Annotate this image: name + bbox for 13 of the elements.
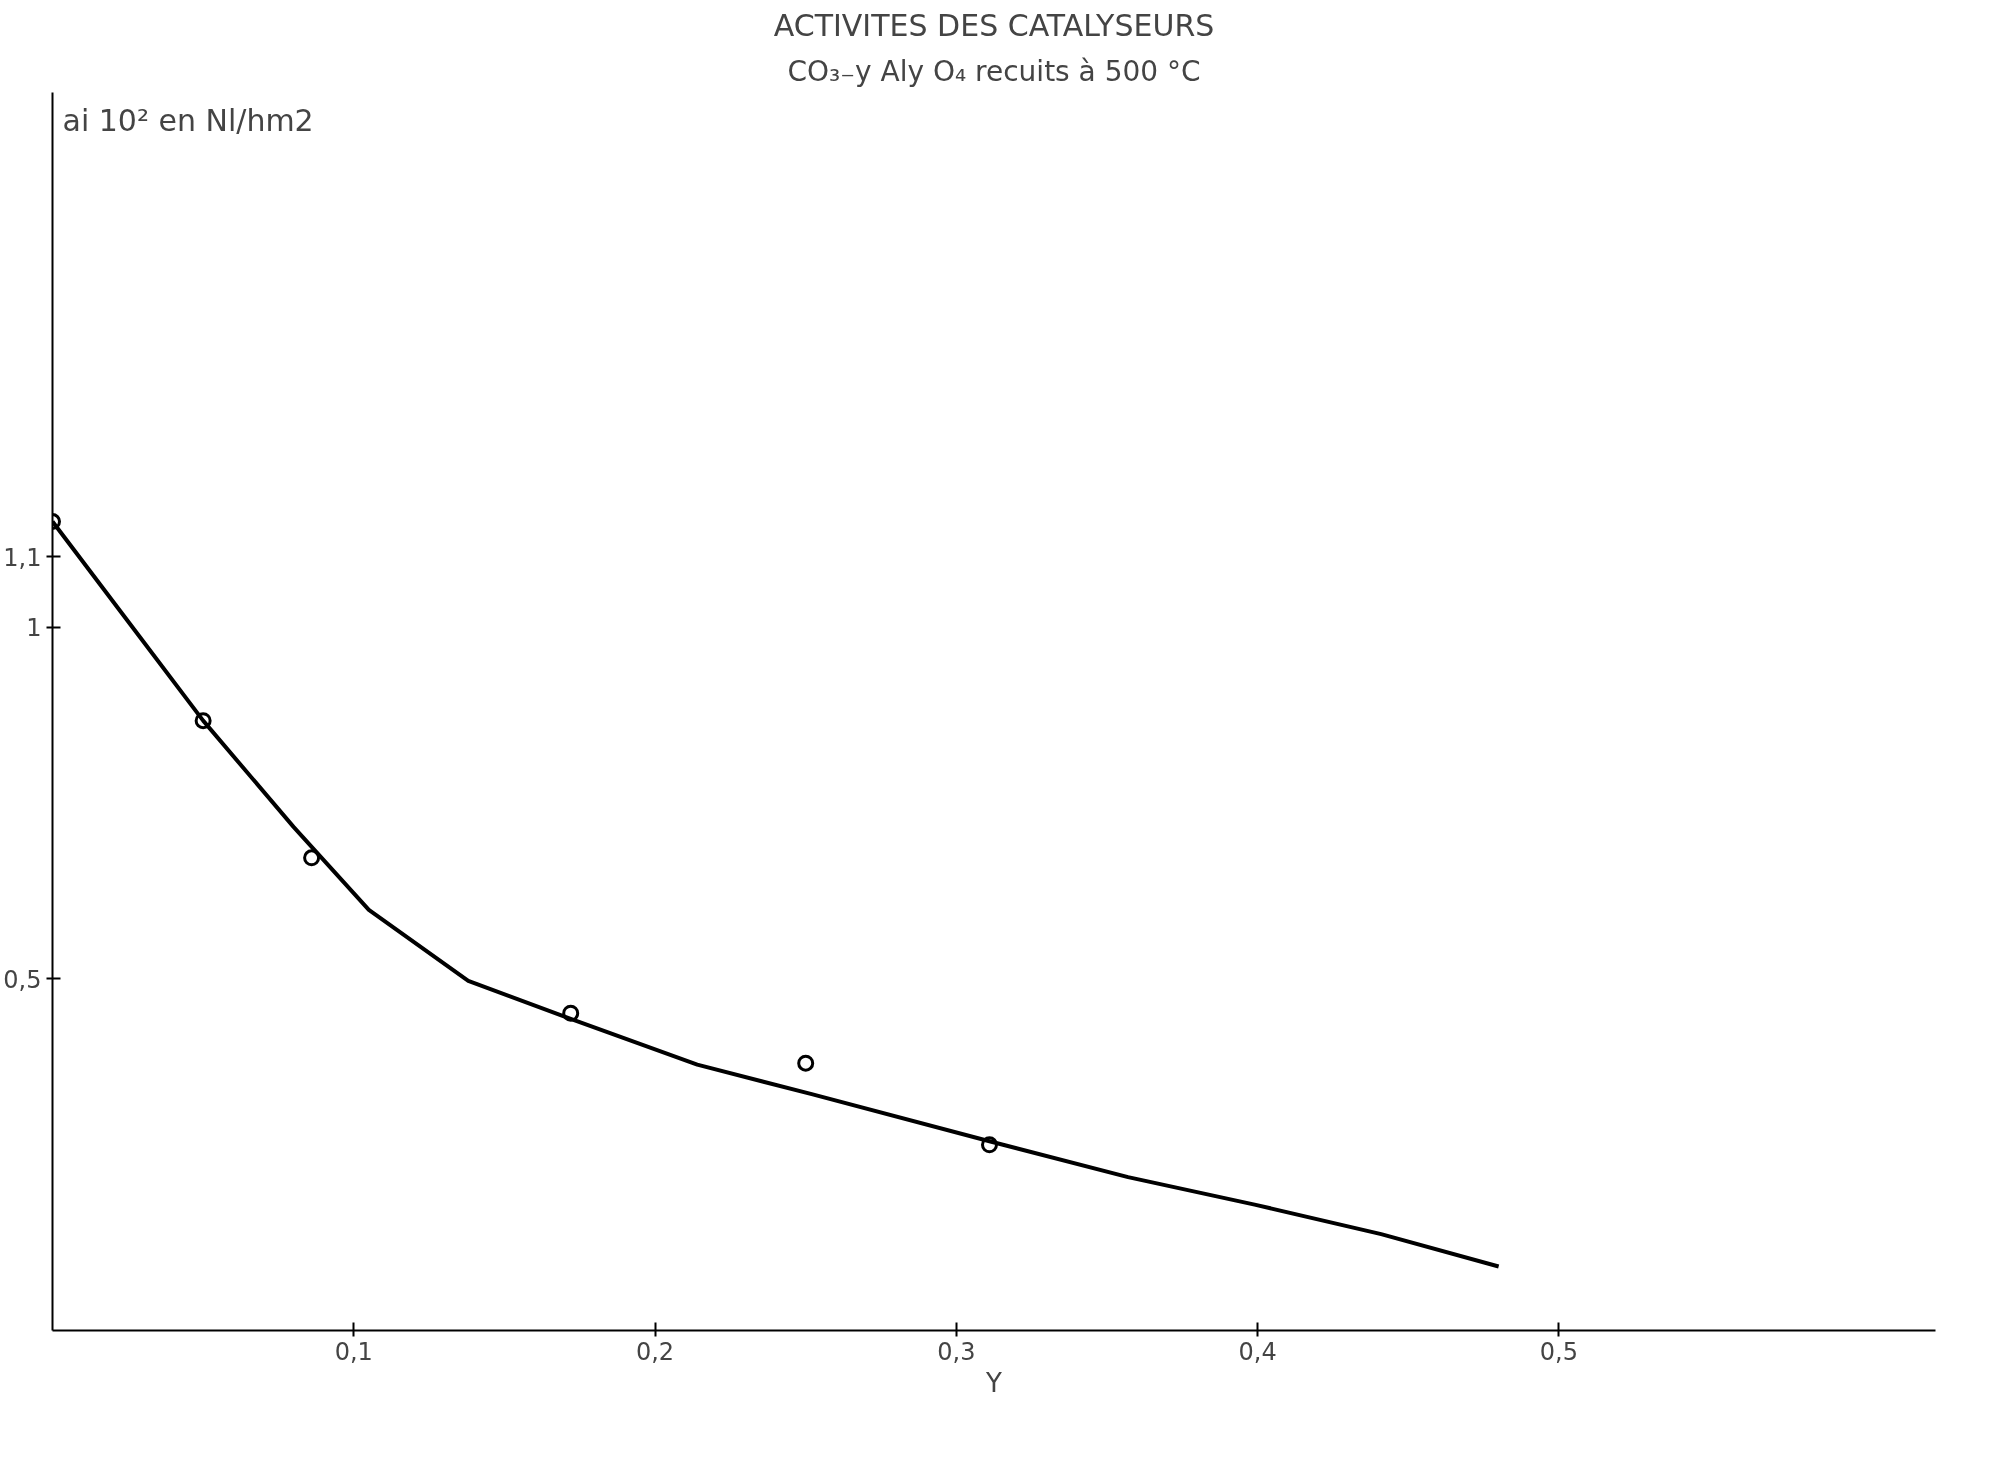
- x-tick-label: 0,3: [937, 1337, 976, 1366]
- y-tick-label: 1,1: [3, 543, 42, 572]
- y-axis-title: ai 10² en Nl/hm2: [62, 102, 314, 138]
- x-tick-label: 0,2: [635, 1337, 675, 1366]
- x-tick-label: 0,1: [334, 1337, 373, 1366]
- point: [797, 1054, 815, 1072]
- x-tick-label: 0,4: [1238, 1337, 1277, 1366]
- chart-subtitle: CO₃₋y Aly O₄ recuits à 500 °C: [787, 54, 1201, 88]
- y-tick-label: 0,5: [3, 965, 42, 994]
- x-axis-title: Y: [985, 1367, 1003, 1398]
- chart-title: ACTIVITES DES CATALYSEURS: [773, 7, 1215, 43]
- y-tick-label: 1: [26, 614, 42, 643]
- x-tick-label: 0,5: [1539, 1337, 1578, 1366]
